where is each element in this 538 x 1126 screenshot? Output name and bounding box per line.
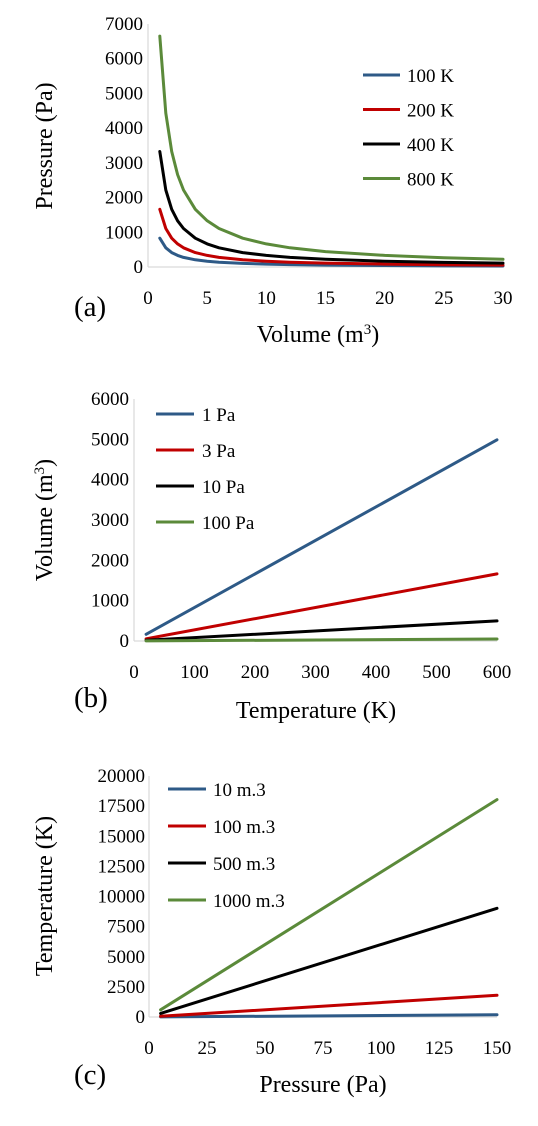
y-tick-label: 3000 (105, 153, 143, 174)
legend-label: 10 Pa (202, 477, 245, 498)
series-line-100-k (158, 236, 505, 268)
x-tick-label: 20 (375, 288, 394, 309)
x-tick-label: 400 (362, 662, 391, 683)
legend-label: 1 Pa (202, 405, 236, 426)
chart-panel-1: 0 5 10 15 20 25 30 0 1000 2000 3000 4000 5000 6000 700… (32, 14, 513, 348)
y-tick-label: 0 (134, 257, 144, 278)
y-tick-label: 12500 (98, 856, 146, 877)
y-tick-label: 4000 (91, 470, 129, 491)
x-tick-label: 600 (483, 662, 512, 683)
x-tick-label: 300 (301, 662, 330, 683)
x-axis-label: Temperature (K) (236, 698, 396, 724)
y-tick-label: 1000 (105, 222, 143, 243)
x-axis-label-suffix: ) (371, 322, 379, 348)
x-tick-label: 50 (256, 1038, 275, 1059)
legend-label: 10 m.3 (213, 780, 266, 801)
y-tick-label: 7000 (105, 14, 143, 35)
y-tick-label: 1000 (91, 591, 129, 612)
series-line-3-pa (144, 572, 499, 641)
x-tick-label: 25 (198, 1038, 217, 1059)
y-axis-label: Pressure (Pa) (32, 82, 58, 209)
series-line-100-m-3 (159, 993, 499, 1018)
y-tick-label: 0 (120, 631, 130, 652)
legend-label: 200 K (407, 101, 454, 122)
y-tick-label: 5000 (105, 83, 143, 104)
x-tick-label: 150 (483, 1038, 512, 1059)
legend-label: 100 Pa (202, 513, 255, 534)
x-tick-label: 500 (422, 662, 451, 683)
legend-label: 100 m.3 (213, 817, 275, 838)
y-axis-label: Volume (m3) (32, 459, 58, 581)
series-line-200-k (158, 207, 505, 267)
legend-label: 800 K (407, 170, 454, 191)
x-tick-label: 0 (144, 1038, 154, 1059)
series-line-400-k (158, 150, 505, 265)
legend-label: 3 Pa (202, 441, 236, 462)
y-tick-label: 0 (136, 1007, 146, 1028)
x-tick-label: 0 (143, 288, 153, 309)
y-tick-label: 20000 (98, 766, 146, 787)
y-tick-label: 2000 (105, 188, 143, 209)
x-axis-label: Volume (m3) (257, 322, 379, 348)
y-tick-label: 10000 (98, 887, 146, 908)
y-tick-label: 17500 (98, 796, 146, 817)
panel-label: (c) (74, 1059, 106, 1091)
legend-label: 400 K (407, 135, 454, 156)
x-axis-label-superscript: 3 (364, 322, 372, 338)
panel-label: (b) (74, 682, 108, 714)
y-tick-label: 5000 (91, 429, 129, 450)
chart-panel-2: 0 100 200 300 400 500 600010002000300040005000… (32, 389, 511, 724)
x-tick-label: 125 (425, 1038, 454, 1059)
x-tick-label: 100 (367, 1038, 396, 1059)
x-tick-label: 200 (241, 662, 270, 683)
x-axis-label: Pressure (Pa) (259, 1072, 386, 1098)
y-tick-label: 2500 (107, 977, 145, 998)
x-tick-label: 0 (129, 662, 139, 683)
chart-panel-3: 0 25 50 75 100 125 150 0 2500 5000 7500 10000 12500 1… (32, 766, 511, 1098)
series-line-500-m-3 (159, 906, 499, 1015)
y-tick-label: 6000 (105, 49, 143, 70)
y-tick-label: 5000 (107, 947, 145, 968)
series-line-10-pa (144, 619, 499, 642)
y-axis-label-suffix: ) (32, 459, 58, 467)
series-line-1000-m-3 (159, 798, 499, 1012)
panel-label: (a) (74, 291, 106, 323)
x-tick-label: 5 (202, 288, 212, 309)
legend-label: 100 K (407, 66, 454, 87)
x-tick-label: 25 (434, 288, 453, 309)
y-axis-label-superscript: 3 (32, 467, 48, 475)
x-tick-label: 30 (494, 288, 513, 309)
y-tick-label: 7500 (107, 917, 145, 938)
legend-label: 500 m.3 (213, 854, 275, 875)
y-tick-label: 2000 (91, 550, 129, 571)
legend-label: 1000 m.3 (213, 891, 285, 912)
x-tick-label: 15 (316, 288, 335, 309)
series-line-800-k (158, 34, 505, 261)
y-tick-label: 4000 (105, 118, 143, 139)
series-line-10-m-3 (159, 1013, 499, 1019)
series-line-1-pa (144, 438, 499, 636)
x-tick-label: 10 (257, 288, 276, 309)
y-tick-label: 15000 (98, 826, 146, 847)
y-tick-label: 3000 (91, 510, 129, 531)
x-tick-label: 100 (180, 662, 209, 683)
series-line-100-pa (144, 637, 499, 643)
x-tick-label: 75 (314, 1038, 333, 1059)
y-tick-label: 6000 (91, 389, 129, 410)
y-axis-label: Temperature (K) (32, 816, 58, 976)
